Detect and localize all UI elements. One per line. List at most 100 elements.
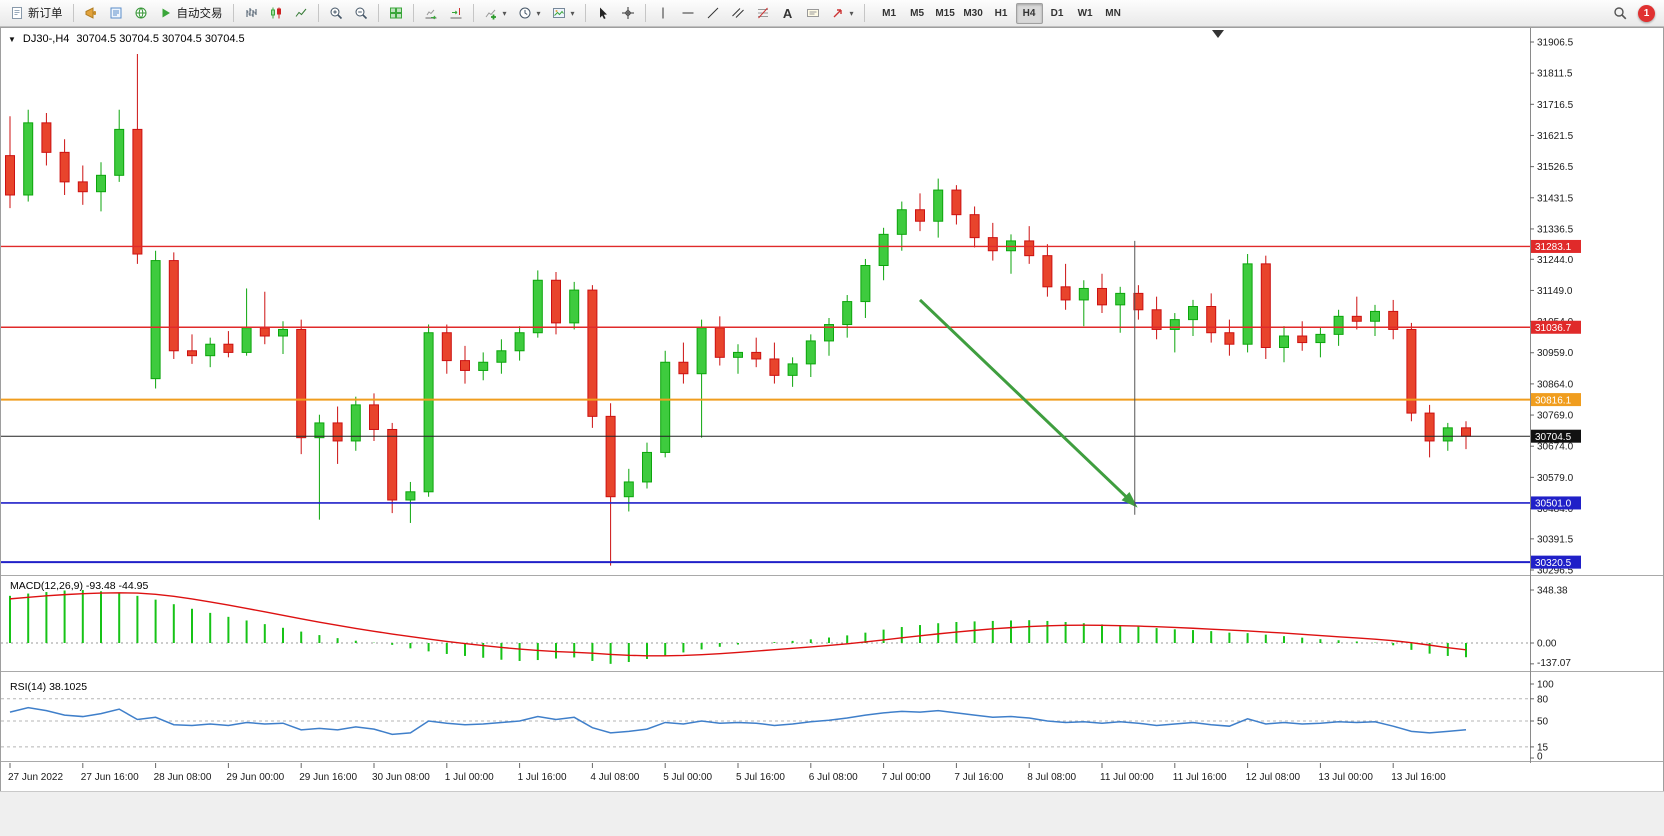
toolbar-separator	[317, 4, 319, 22]
channel-icon	[731, 8, 744, 18]
svg-text:5 Jul 16:00: 5 Jul 16:00	[736, 772, 785, 783]
horizontal-line-tool-button[interactable]	[676, 2, 700, 24]
arrow-symbol-icon	[833, 9, 842, 18]
auto-scroll-icon	[425, 9, 436, 20]
indicators-button[interactable]: ▾	[479, 2, 512, 24]
timeframe-m1-button[interactable]: M1	[876, 3, 903, 24]
horizontal-line-icon	[682, 12, 694, 14]
auto-trading-label: 自动交易	[176, 8, 223, 20]
svg-text:29 Jun 00:00: 29 Jun 00:00	[226, 772, 284, 783]
price-badge: 30816.1	[1531, 393, 1581, 406]
timeframe-mn-button[interactable]: MN	[1100, 3, 1127, 24]
channel-tool-button[interactable]	[726, 2, 750, 24]
timeframe-m5-button[interactable]: M5	[904, 3, 931, 24]
crosshair-button[interactable]	[616, 2, 640, 24]
svg-text:30704.5: 30704.5	[1535, 432, 1572, 443]
trendline-tool-button[interactable]	[701, 2, 725, 24]
svg-text:31283.1: 31283.1	[1535, 242, 1572, 253]
community-button[interactable]	[129, 2, 153, 24]
zoom-in-button[interactable]	[324, 2, 348, 24]
svg-text:7 Jul 00:00: 7 Jul 00:00	[882, 772, 931, 783]
timeframe-h1-button[interactable]: H1	[988, 3, 1015, 24]
toolbar-separator	[644, 4, 646, 22]
rsi-line	[9, 706, 1467, 736]
trend-arrow-line[interactable]	[918, 298, 1136, 506]
svg-text:1 Jul 00:00: 1 Jul 00:00	[445, 772, 494, 783]
label-tool-button[interactable]	[801, 2, 825, 24]
bottom-panel	[0, 791, 1664, 836]
svg-text:31336.5: 31336.5	[1537, 224, 1574, 235]
indicators-plus-icon	[485, 9, 496, 20]
templates-button[interactable]: ▾	[547, 2, 580, 24]
svg-text:30 Jun 08:00: 30 Jun 08:00	[372, 772, 430, 783]
candlestick-chart-button[interactable]	[264, 2, 288, 24]
toolbar-separator	[232, 4, 234, 22]
auto-scroll-button[interactable]	[419, 2, 443, 24]
svg-text:30320.5: 30320.5	[1535, 558, 1572, 569]
svg-text:31431.5: 31431.5	[1537, 193, 1574, 204]
svg-text:15: 15	[1537, 742, 1549, 753]
vertical-line-icon	[662, 7, 664, 19]
new-order-button[interactable]: 新订单	[5, 2, 68, 24]
chart-shift-marker-icon[interactable]	[1212, 30, 1224, 38]
fibonacci-tool-button[interactable]	[751, 2, 775, 24]
line-chart-button[interactable]	[289, 2, 313, 24]
svg-text:27 Jun 2022: 27 Jun 2022	[8, 772, 63, 783]
timeframe-m30-button[interactable]: M30	[960, 3, 987, 24]
macd-signal-line	[9, 592, 1467, 657]
text-icon: A	[782, 5, 793, 21]
tile-windows-button[interactable]	[384, 2, 408, 24]
chevron-down-icon: ▾	[502, 8, 507, 18]
chevron-down-icon: ▾	[849, 8, 854, 18]
svg-text:-137.07: -137.07	[1537, 658, 1571, 669]
search-button[interactable]	[1608, 2, 1632, 24]
svg-text:6 Jul 08:00: 6 Jul 08:00	[809, 772, 858, 783]
svg-text:50: 50	[1537, 717, 1549, 728]
vertical-line-tool-button[interactable]	[651, 2, 675, 24]
chart-menu-icon[interactable]: ▼	[8, 34, 16, 44]
svg-text:4 Jul 08:00: 4 Jul 08:00	[590, 772, 639, 783]
svg-text:30501.0: 30501.0	[1535, 499, 1572, 510]
arrows-tool-button[interactable]: ▾	[826, 2, 859, 24]
svg-text:1 Jul 16:00: 1 Jul 16:00	[518, 772, 567, 783]
svg-text:30296.5: 30296.5	[1537, 566, 1574, 577]
price-badge: 30501.0	[1531, 496, 1581, 510]
rsi-label: RSI(14) 38.1025	[10, 681, 88, 693]
timeframe-d1-button[interactable]: D1	[1044, 3, 1071, 24]
auto-trading-button[interactable]: 自动交易	[154, 2, 228, 24]
svg-text:30959.0: 30959.0	[1537, 348, 1574, 359]
zoom-out-button[interactable]	[349, 2, 373, 24]
bar-chart-icon	[246, 8, 256, 17]
tile-windows-icon	[389, 7, 402, 19]
svg-text:8 Jul 08:00: 8 Jul 08:00	[1027, 772, 1076, 783]
market-depth-button[interactable]	[104, 2, 128, 24]
notification-badge[interactable]: 1	[1638, 4, 1655, 22]
new-order-icon	[12, 7, 22, 19]
svg-text:30674.0: 30674.0	[1537, 442, 1574, 453]
text-tool-button[interactable]: A	[776, 2, 800, 24]
toolbar-separator	[72, 4, 74, 22]
chart-shift-button[interactable]	[444, 2, 468, 24]
toolbar-separator	[584, 4, 586, 22]
timeframe-m15-button[interactable]: M15	[932, 3, 959, 24]
alerts-button[interactable]	[79, 2, 103, 24]
cursor-button[interactable]	[591, 2, 615, 24]
macd-histogram	[9, 590, 1467, 664]
svg-text:29 Jun 16:00: 29 Jun 16:00	[299, 772, 357, 783]
svg-text:31244.0: 31244.0	[1537, 255, 1574, 266]
svg-text:100: 100	[1537, 680, 1554, 691]
chevron-down-icon: ▾	[570, 8, 575, 18]
toolbar-separator	[377, 4, 379, 22]
timeframe-toolbar: M1 M5 M15 M30 H1 H4 D1 W1 MN	[876, 2, 1127, 24]
zoom-out-icon	[355, 7, 367, 20]
crosshair-icon	[621, 7, 634, 19]
timeframe-w1-button[interactable]: W1	[1072, 3, 1099, 24]
svg-text:30816.1: 30816.1	[1535, 395, 1572, 406]
svg-text:31036.7: 31036.7	[1535, 323, 1572, 334]
timeframe-h4-button[interactable]: H4	[1015, 2, 1043, 24]
chart-symbol-period: DJ30-,H4	[22, 33, 70, 45]
svg-text:0: 0	[1537, 752, 1543, 763]
bar-chart-button[interactable]	[239, 2, 263, 24]
periods-button[interactable]: ▾	[513, 2, 546, 24]
